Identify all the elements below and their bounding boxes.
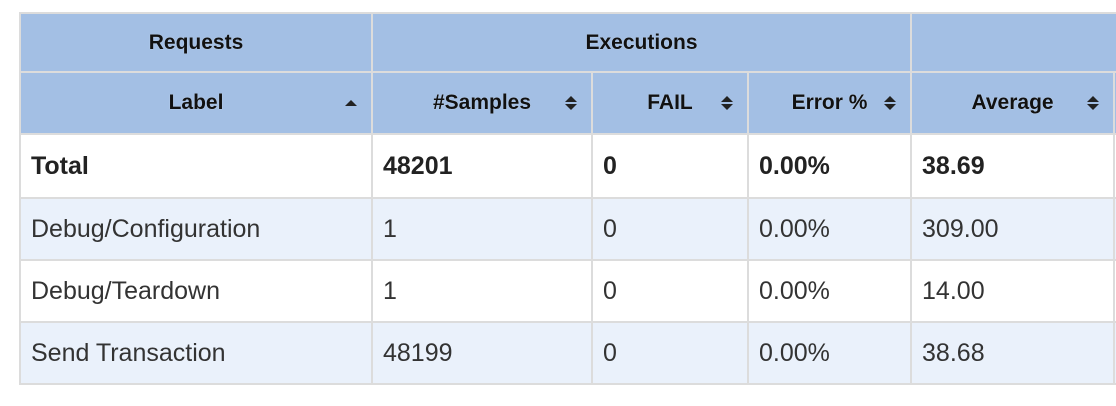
column-header-error-percent-text: Error % bbox=[791, 91, 868, 114]
cell-error-percent: 0.00% bbox=[746, 321, 913, 385]
statistics-table-container: Requests Executions Label #Samples FAIL bbox=[19, 12, 1116, 385]
column-header-average-text: Average bbox=[971, 91, 1054, 114]
cell-label: Send Transaction bbox=[19, 321, 373, 385]
cell-average: 14.00 bbox=[910, 259, 1116, 323]
statistics-table: Requests Executions Label #Samples FAIL bbox=[19, 12, 1116, 385]
column-header-row: Label #Samples FAIL Error % bbox=[19, 71, 1116, 135]
cell-error-percent: 0.00% bbox=[746, 259, 913, 323]
column-header-fail-text: FAIL bbox=[647, 91, 693, 114]
sort-both-icon[interactable] bbox=[1087, 95, 1100, 111]
sort-ascending-icon[interactable] bbox=[345, 95, 357, 111]
cell-label: Debug/Configuration bbox=[19, 197, 373, 261]
cell-label: Total bbox=[19, 133, 373, 199]
cell-fail: 0 bbox=[591, 321, 749, 385]
cell-samples: 48199 bbox=[371, 321, 593, 385]
cell-error-percent: 0.00% bbox=[746, 197, 913, 261]
column-header-average[interactable]: Average bbox=[910, 71, 1116, 135]
cell-average: 38.68 bbox=[910, 321, 1116, 385]
group-header-requests: Requests bbox=[19, 12, 373, 73]
column-header-next-partial[interactable] bbox=[1113, 71, 1116, 135]
cell-fail: 0 bbox=[591, 197, 749, 261]
cell-partial bbox=[1113, 133, 1116, 199]
group-header-row: Requests Executions bbox=[19, 12, 1116, 73]
column-header-samples[interactable]: #Samples bbox=[371, 71, 593, 135]
table-row: Debug/Configuration 1 0 0.00% 309.00 bbox=[19, 197, 1116, 261]
table-row: Debug/Teardown 1 0 0.00% 14.00 bbox=[19, 259, 1116, 323]
cell-samples: 1 bbox=[371, 197, 593, 261]
cell-error-percent: 0.00% bbox=[746, 133, 913, 199]
column-header-fail[interactable]: FAIL bbox=[591, 71, 749, 135]
group-header-response-times bbox=[910, 12, 1116, 73]
sort-both-icon[interactable] bbox=[884, 95, 897, 111]
cell-average: 38.69 bbox=[910, 133, 1116, 199]
table-row-total: Total 48201 0 0.00% 38.69 bbox=[19, 133, 1116, 199]
cell-samples: 1 bbox=[371, 259, 593, 323]
column-header-samples-text: #Samples bbox=[432, 91, 532, 114]
cell-fail: 0 bbox=[591, 133, 749, 199]
cell-samples: 48201 bbox=[371, 133, 593, 199]
column-header-label[interactable]: Label bbox=[19, 71, 373, 135]
group-header-executions: Executions bbox=[370, 12, 913, 73]
column-header-label-text: Label bbox=[168, 91, 224, 114]
cell-partial bbox=[1113, 197, 1116, 261]
sort-both-icon[interactable] bbox=[565, 95, 577, 111]
column-header-error-percent[interactable]: Error % bbox=[746, 71, 913, 135]
cell-partial bbox=[1113, 321, 1116, 385]
cell-partial bbox=[1113, 259, 1116, 323]
cell-average: 309.00 bbox=[910, 197, 1116, 261]
cell-label: Debug/Teardown bbox=[19, 259, 373, 323]
cell-fail: 0 bbox=[591, 259, 749, 323]
sort-both-icon[interactable] bbox=[721, 95, 733, 111]
table-row: Send Transaction 48199 0 0.00% 38.68 bbox=[19, 321, 1116, 385]
